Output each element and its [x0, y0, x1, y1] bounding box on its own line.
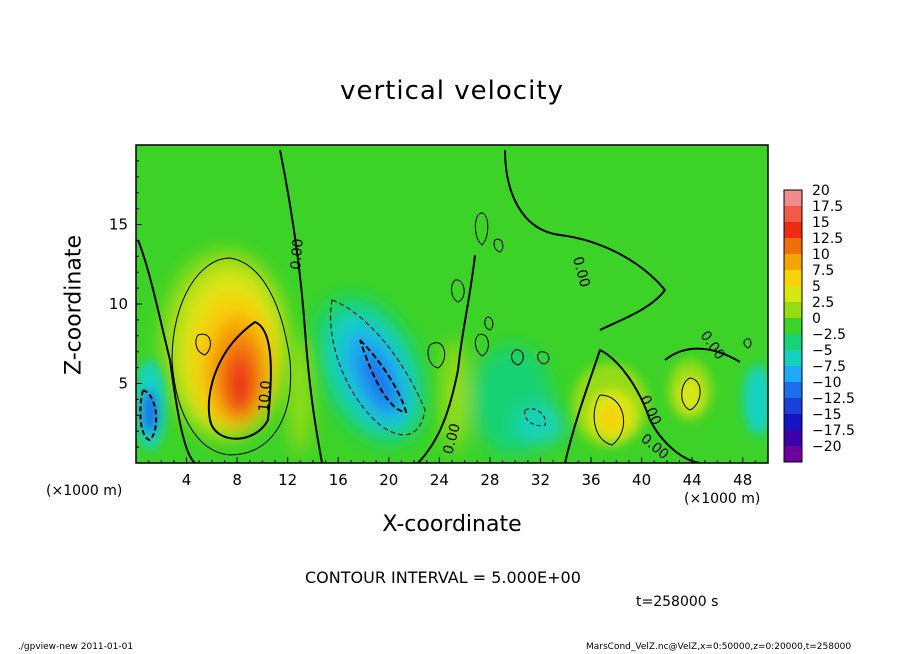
colorbar-swatch [784, 446, 802, 463]
time-label: t=258000 s [636, 594, 719, 610]
velocity-field: 0.00 10.0 0.00 0.00 0.00 0.00 0.00 [136, 145, 768, 463]
x-tick-label: 36 [581, 471, 600, 489]
colorbar-label: 12.5 [812, 231, 843, 247]
colorbar-swatch [784, 206, 802, 223]
x-tick-label: 4 [182, 471, 192, 489]
colorbar: 2017.51512.5107.552.50−2.5−5−7.5−10−12.5… [783, 183, 855, 463]
colorbar-swatch [784, 302, 802, 319]
colorbar-label: 0 [812, 311, 821, 327]
contour-small-7 [537, 351, 550, 365]
downdraft-main [313, 294, 427, 446]
colorbar-frame [783, 189, 803, 463]
contour-lines [137, 149, 752, 463]
colorbar-label: 10 [812, 247, 830, 263]
y-tick-label: 15 [109, 216, 128, 234]
colorbar-label: −7.5 [812, 359, 846, 375]
x-tick-label: 12 [278, 471, 297, 489]
colorbar-label: −17.5 [812, 423, 855, 439]
colorbar-swatch [784, 222, 802, 239]
colorbar-swatch [784, 382, 802, 399]
x-unit-label-right: (×1000 m) [684, 491, 761, 507]
contour-zero-5 [564, 348, 701, 463]
x-tick-label: 24 [430, 471, 449, 489]
footer-left: ./gpview-new 2011-01-01 [18, 642, 134, 652]
contour-zero-1 [137, 239, 196, 463]
contour-small-6 [511, 349, 524, 366]
colorbar-label: −2.5 [812, 327, 846, 343]
contour-label: 0.00 [440, 422, 464, 456]
downdraft-right-edge [743, 365, 768, 435]
mid-band [288, 335, 565, 455]
contour-zero-2 [279, 149, 323, 463]
x-tick-label: 16 [329, 471, 348, 489]
chart-title: vertical velocity [340, 76, 564, 106]
colorbar-label: −20 [812, 439, 842, 455]
colorbar-swatch [784, 254, 802, 271]
contour-neg10 [359, 339, 408, 414]
colorbar-swatch [784, 238, 802, 255]
contour-small-9 [484, 316, 494, 331]
contour-10 [207, 320, 272, 440]
contour-zero-6 [664, 347, 741, 363]
colorbar-swatch [784, 350, 802, 367]
colorbar-swatch [784, 270, 802, 287]
contour-small-1 [195, 333, 211, 356]
contour-5-far-right [681, 377, 701, 411]
contour-small-3 [474, 212, 489, 246]
x-tick-label: 40 [632, 471, 651, 489]
contour-small-4 [451, 279, 465, 303]
x-tick-label: 48 [733, 471, 752, 489]
y-tick-label: 5 [118, 375, 128, 393]
x-tick-label: 20 [379, 471, 398, 489]
contour-small-2 [427, 342, 446, 369]
contour-label: 0.00 [569, 255, 593, 289]
y-axis: 5 10 15 [109, 160, 142, 448]
contour-small-10 [524, 408, 546, 427]
updraft-main [160, 250, 290, 440]
colorbar-swatch [784, 366, 802, 383]
x-tick-label: 8 [232, 471, 242, 489]
contour-5-right [593, 394, 625, 446]
colorbar-swatch [784, 286, 802, 303]
colorbar-swatch [784, 318, 802, 335]
contour-neg-left [139, 388, 158, 442]
x-tick-label: 32 [531, 471, 550, 489]
colorbar-label: 7.5 [812, 263, 834, 279]
x-axis: 4 8 12 16 20 24 28 32 36 40 44 48 [148, 457, 756, 489]
contour-label: 0.00 [288, 238, 307, 270]
colorbar-label: −15 [812, 407, 842, 423]
contour-small-11 [743, 338, 752, 349]
colorbar-label: 5 [812, 279, 821, 295]
contour-5 [171, 257, 292, 456]
contour-neg5 [330, 299, 426, 436]
colorbar-swatch [784, 334, 802, 351]
contour-label: 10.0 [256, 380, 275, 412]
colorbar-label: 20 [812, 183, 830, 199]
footer-right: MarsCond_VelZ.nc@VelZ,x=0:50000,z=0:2000… [586, 642, 852, 652]
updraft-right [572, 363, 648, 447]
contour-zero-4 [504, 149, 667, 331]
colorbar-label: 15 [812, 215, 830, 231]
x-unit-label-left: (×1000 m) [46, 483, 123, 499]
colorbar-label: −10 [812, 375, 842, 391]
contour-small-5 [474, 333, 489, 357]
y-tick-label: 10 [109, 295, 128, 313]
colorbar-label: 2.5 [812, 295, 834, 311]
contour-interval-label: CONTOUR INTERVAL = 5.000E+00 [305, 568, 581, 587]
colorbar-swatch [784, 190, 802, 207]
colorbar-swatch [784, 430, 802, 447]
contour-zero-3 [417, 254, 476, 463]
x-tick-label: 28 [480, 471, 499, 489]
colorbar-swatch [784, 414, 802, 431]
colorbar-label: 17.5 [812, 199, 843, 215]
x-axis-label: X-coordinate [382, 512, 522, 537]
contour-small-8 [493, 238, 504, 253]
colorbar-label: −12.5 [812, 391, 855, 407]
x-tick-label: 44 [683, 471, 702, 489]
colorbar-label: −5 [812, 343, 833, 359]
updraft-far-right [668, 360, 712, 420]
downdraft-left [136, 360, 166, 450]
colorbar-swatch [784, 398, 802, 415]
